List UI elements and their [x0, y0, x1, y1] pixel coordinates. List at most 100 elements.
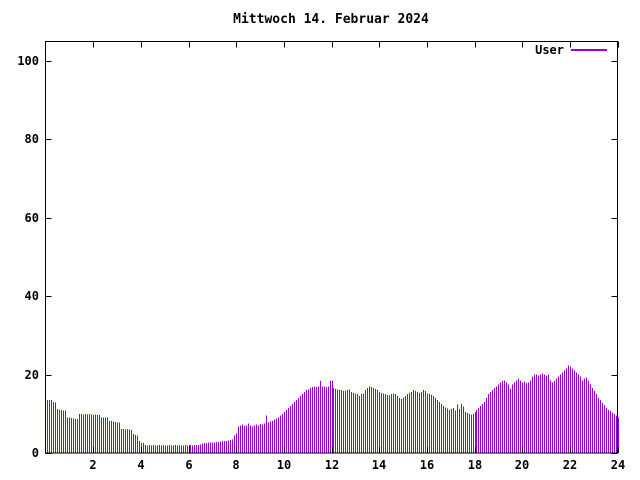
bar	[425, 391, 426, 453]
bar	[341, 390, 342, 453]
bar	[272, 420, 273, 453]
bar	[345, 391, 346, 453]
bar	[276, 418, 277, 453]
bar	[332, 380, 333, 453]
bar	[266, 415, 267, 453]
bar	[224, 441, 225, 453]
bar	[318, 386, 319, 453]
bar	[550, 380, 551, 453]
bar	[431, 394, 432, 453]
bar	[73, 418, 74, 453]
x-tick-label: 8	[232, 458, 240, 472]
bar	[606, 407, 607, 453]
bar	[335, 389, 336, 453]
bar	[196, 445, 197, 453]
bar	[405, 396, 406, 453]
bar	[465, 411, 466, 453]
bar	[429, 394, 430, 453]
bar	[57, 409, 58, 453]
bar	[288, 407, 289, 453]
bar	[373, 388, 374, 453]
bar	[151, 445, 152, 453]
bar	[532, 376, 533, 453]
bar	[202, 443, 203, 453]
bar	[187, 445, 188, 453]
bar	[119, 422, 120, 453]
bar	[367, 388, 368, 453]
bar	[302, 394, 303, 453]
bar	[514, 382, 515, 453]
bar	[69, 417, 70, 453]
y-tick-label: 80	[24, 132, 39, 146]
bar	[411, 392, 412, 453]
bar	[570, 366, 571, 453]
bar	[594, 391, 595, 453]
bar	[71, 418, 72, 453]
bar	[252, 426, 253, 453]
bar	[89, 414, 90, 453]
bar	[236, 433, 237, 453]
bar	[59, 409, 60, 453]
bar	[135, 434, 136, 453]
bar	[604, 405, 605, 453]
x-tick-label: 6	[185, 458, 193, 472]
bar	[198, 444, 199, 453]
bar	[232, 439, 233, 453]
bar	[246, 425, 247, 453]
bar	[516, 380, 517, 453]
x-tick-label: 16	[419, 458, 435, 472]
bar	[417, 392, 418, 453]
bar	[608, 409, 609, 453]
bar	[169, 445, 170, 453]
bar	[300, 396, 301, 453]
bar	[274, 419, 275, 453]
bar	[129, 429, 130, 453]
bar	[262, 424, 263, 453]
bar	[395, 394, 396, 453]
bar	[204, 443, 205, 453]
bar	[415, 391, 416, 453]
bar	[476, 409, 477, 453]
bar	[254, 425, 255, 453]
legend: User	[0, 43, 607, 57]
bar	[461, 403, 462, 453]
bar	[614, 413, 615, 454]
bar	[427, 393, 428, 453]
bar	[194, 445, 195, 453]
bar	[127, 429, 128, 453]
bar	[558, 376, 559, 453]
bar	[347, 390, 348, 453]
bar	[552, 382, 553, 453]
bar	[393, 393, 394, 453]
x-tick-label: 4	[137, 458, 145, 472]
bar	[530, 380, 531, 453]
bar	[361, 394, 362, 453]
bar	[423, 390, 424, 453]
bar	[419, 392, 420, 453]
bar	[280, 415, 281, 453]
bar	[85, 414, 86, 453]
bar	[399, 398, 400, 453]
bar	[167, 445, 168, 453]
bar	[518, 378, 519, 453]
bar	[546, 375, 547, 453]
bar	[109, 420, 110, 453]
bar	[506, 382, 507, 453]
y-tick-label: 40	[24, 289, 39, 303]
bar	[145, 445, 146, 453]
bar	[81, 414, 82, 453]
bar	[391, 394, 392, 453]
bar	[316, 387, 317, 453]
bar	[568, 365, 569, 453]
bar	[83, 414, 84, 453]
bar	[149, 445, 150, 453]
x-tick-label: 10	[276, 458, 292, 472]
bar	[226, 440, 227, 453]
bar	[75, 418, 76, 453]
bar	[105, 417, 106, 453]
bar	[49, 400, 50, 453]
bar	[123, 429, 124, 453]
bar	[117, 422, 118, 453]
bar	[349, 389, 350, 453]
